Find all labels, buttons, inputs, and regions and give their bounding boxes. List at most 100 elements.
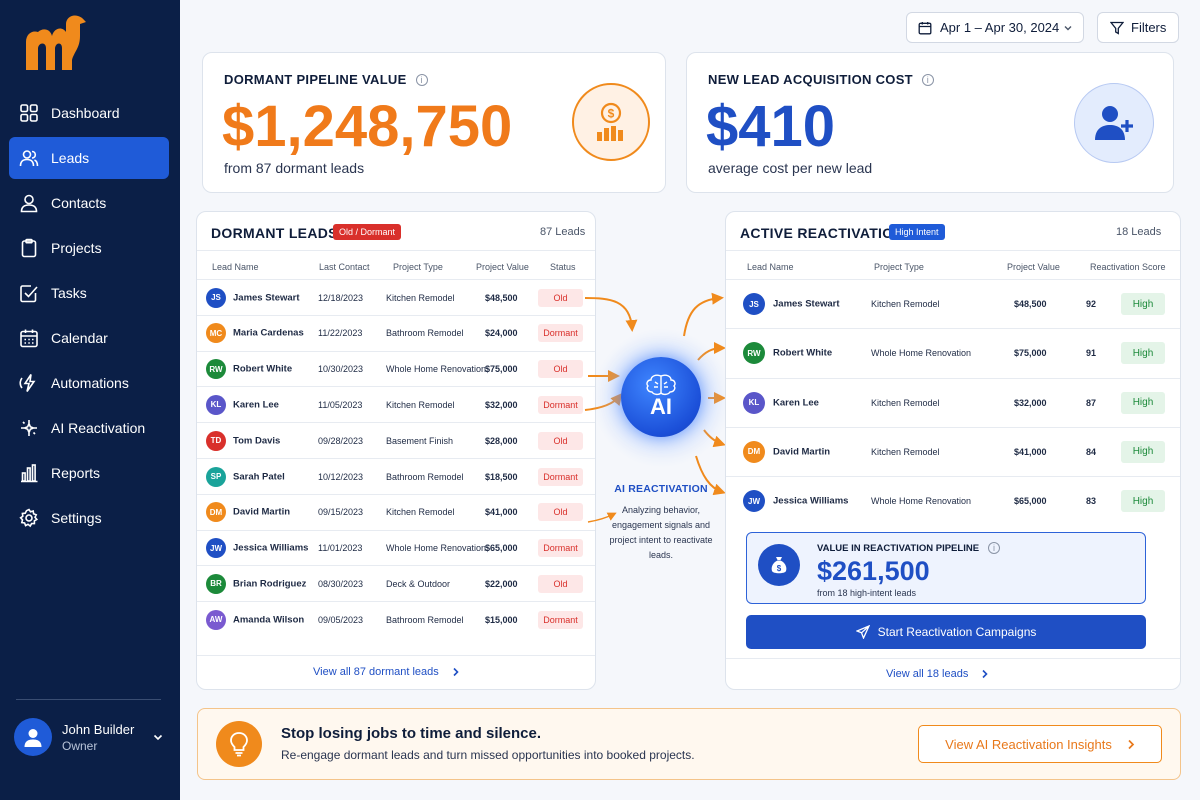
table-row[interactable]: AW Amanda Wilson 09/05/2023 Bathroom Remode… <box>197 601 595 637</box>
table-row[interactable]: JS James Stewart Kitchen Remodel $48,500 92 H… <box>726 279 1180 328</box>
table-row[interactable]: SP Sarah Patel 10/12/2023 Bathroom Remodel $… <box>197 458 595 494</box>
view-all-dormant-link[interactable]: View all 87 dormant leads <box>313 666 460 678</box>
lead-name[interactable]: Tom Davis <box>233 435 281 447</box>
table-row[interactable]: RW Robert White Whole Home Renovation $75,0… <box>726 328 1180 377</box>
project-value: $15,000 <box>485 614 518 625</box>
filters-button[interactable]: Filters <box>1097 12 1179 43</box>
lead-name[interactable]: Karen Lee <box>233 399 279 411</box>
last-contact: 09/28/2023 <box>318 435 364 446</box>
lead-count: 87 Leads <box>540 226 586 238</box>
send-icon <box>855 625 870 639</box>
lead-name[interactable]: Robert White <box>233 363 293 375</box>
project-value: $28,000 <box>485 435 518 446</box>
lead-name[interactable]: Jessica Williams <box>233 542 309 554</box>
status-badge: Old / Dormant <box>333 224 402 240</box>
sidebar-item-ai-reactivation[interactable]: AI Reactivation <box>9 407 169 449</box>
panel-title: DORMANT LEADS <box>211 225 338 241</box>
table-row[interactable]: DM David Martin 09/15/2023 Kitchen Remodel $… <box>197 493 595 530</box>
info-icon[interactable]: i <box>415 73 428 86</box>
table-row[interactable]: KL Karen Lee 11/05/2023 Kitchen Remodel $32,… <box>197 386 595 422</box>
sidebar-item-reports[interactable]: Reports <box>9 452 169 494</box>
view-all-label: View all 18 leads <box>886 668 969 680</box>
start-reactivation-button[interactable]: Start Reactivation Campaigns <box>746 615 1146 649</box>
project-value: $32,000 <box>1014 397 1047 408</box>
intent-level-badge: High <box>1121 440 1165 463</box>
lead-name[interactable]: James Stewart <box>233 292 300 303</box>
info-icon[interactable]: i <box>988 542 1001 554</box>
table-row[interactable]: JW Jessica Williams 11/01/2023 Whole Home R… <box>197 529 595 566</box>
table-row[interactable]: JW Jessica Williams Whole Home Renovation $… <box>726 476 1180 525</box>
chevron-right-icon <box>453 667 459 677</box>
table-row[interactable]: RW Robert White 10/30/2023 Whole Home Renov… <box>197 350 595 387</box>
last-contact: 09/05/2023 <box>318 614 364 625</box>
date-range-picker[interactable]: Apr 1 – Apr 30, 2024 <box>906 12 1084 43</box>
lead-name[interactable]: Jessica Williams <box>773 495 849 507</box>
view-all-active-link[interactable]: View all 18 leads <box>886 668 989 680</box>
project-type: Kitchen Remodel <box>386 507 455 518</box>
project-type: Kitchen Remodel <box>871 446 940 457</box>
lead-name[interactable]: David Martin <box>773 446 831 458</box>
filters-label: Filters <box>1131 20 1167 35</box>
intent-badge: High Intent <box>889 224 945 240</box>
gear-icon <box>19 508 39 528</box>
lead-name[interactable]: Sarah Patel <box>233 471 285 482</box>
lead-name[interactable]: Brian Rodriguez <box>233 578 307 590</box>
table-row[interactable]: TD Tom Davis 09/28/2023 Basement Finish $28,… <box>197 422 595 458</box>
user-menu[interactable]: John Builder Owner <box>14 716 164 758</box>
sidebar-item-projects[interactable]: Projects <box>9 227 169 269</box>
lead-name[interactable]: Maria Cardenas <box>233 327 304 339</box>
user-name: John Builder <box>62 721 135 737</box>
chevron-down-icon[interactable] <box>152 731 164 743</box>
status-badge: Dormant <box>538 395 583 414</box>
sidebar-item-calendar[interactable]: Calendar <box>9 317 169 359</box>
sidebar-item-settings[interactable]: Settings <box>9 497 169 539</box>
view-insights-button[interactable]: View AI Reactivation Insights <box>918 725 1162 763</box>
reactivation-score: 91 <box>1086 348 1097 359</box>
sidebar-item-tasks[interactable]: Tasks <box>9 272 169 314</box>
sidebar-item-contacts[interactable]: Contacts <box>9 182 169 224</box>
ai-engine-button[interactable]: AI <box>621 357 701 437</box>
column-header: Status <box>550 262 576 272</box>
sidebar-item-leads[interactable]: Leads <box>9 137 169 179</box>
project-type: Bathroom Remodel <box>386 614 464 625</box>
lead-name[interactable]: Amanda Wilson <box>233 614 305 626</box>
table-row[interactable]: BR Brian Rodriguez 08/30/2023 Deck & Outdoo… <box>197 565 595 601</box>
brand-logo[interactable] <box>22 14 88 72</box>
avatar: MC <box>206 323 226 344</box>
kpi-title: NEW LEAD ACQUISITION COST i <box>708 72 934 87</box>
sidebar-item-label: Dashboard <box>51 105 120 121</box>
sidebar-divider <box>16 699 161 700</box>
info-icon[interactable]: i <box>921 73 934 86</box>
sidebar-item-dashboard[interactable]: Dashboard <box>9 92 169 134</box>
table-row[interactable]: KL Karen Lee Kitchen Remodel $32,000 87 High <box>726 377 1180 427</box>
lead-name[interactable]: David Martin <box>233 506 291 518</box>
pipeline-subtitle: from 18 high-intent leads <box>817 588 917 598</box>
project-value: $41,000 <box>1014 446 1047 457</box>
kpi-subtitle: from 87 dormant leads <box>224 160 365 176</box>
sidebar-item-automations[interactable]: Automations <box>9 362 169 404</box>
money-chart-icon: $ <box>572 83 650 161</box>
table-row[interactable]: DM David Martin Kitchen Remodel $41,000 84 Hi… <box>726 426 1180 476</box>
project-value: $65,000 <box>485 543 518 554</box>
date-range-text: Apr 1 – Apr 30, 2024 <box>940 20 1060 35</box>
dormant-pipeline-card: DORMANT PIPELINE VALUE i $1,248,750 from… <box>202 52 666 193</box>
column-header: Lead Name <box>212 262 259 272</box>
last-contact: 11/22/2023 <box>318 328 363 339</box>
sidebar-item-label: Reports <box>51 465 101 481</box>
intent-level-badge: High <box>1121 293 1165 315</box>
insights-button-label: View AI Reactivation Insights <box>945 736 1112 752</box>
table-row[interactable]: MC Maria Cardenas 11/22/2023 Bathroom Remod… <box>197 314 595 351</box>
table-row[interactable]: JS James Stewart 12/18/2023 Kitchen Remodel… <box>197 279 595 315</box>
reactivation-pipeline-box: $ VALUE IN REACTIVATION PIPELINE i $261,… <box>746 532 1146 604</box>
kpi-title-text: DORMANT PIPELINE VALUE <box>224 72 407 87</box>
project-value: $18,500 <box>485 471 518 482</box>
avatar: KL <box>743 391 765 414</box>
project-value: $48,500 <box>485 292 518 303</box>
lead-name[interactable]: James Stewart <box>773 298 840 310</box>
calendar-icon <box>20 329 38 348</box>
kpi-value: $1,248,750 <box>222 94 513 159</box>
ai-badge-text: AI <box>650 394 672 419</box>
lead-name[interactable]: Robert White <box>773 347 833 359</box>
ai-description: Analyzing behavior, engagement signals a… <box>609 505 713 560</box>
lead-name[interactable]: Karen Lee <box>773 397 819 409</box>
